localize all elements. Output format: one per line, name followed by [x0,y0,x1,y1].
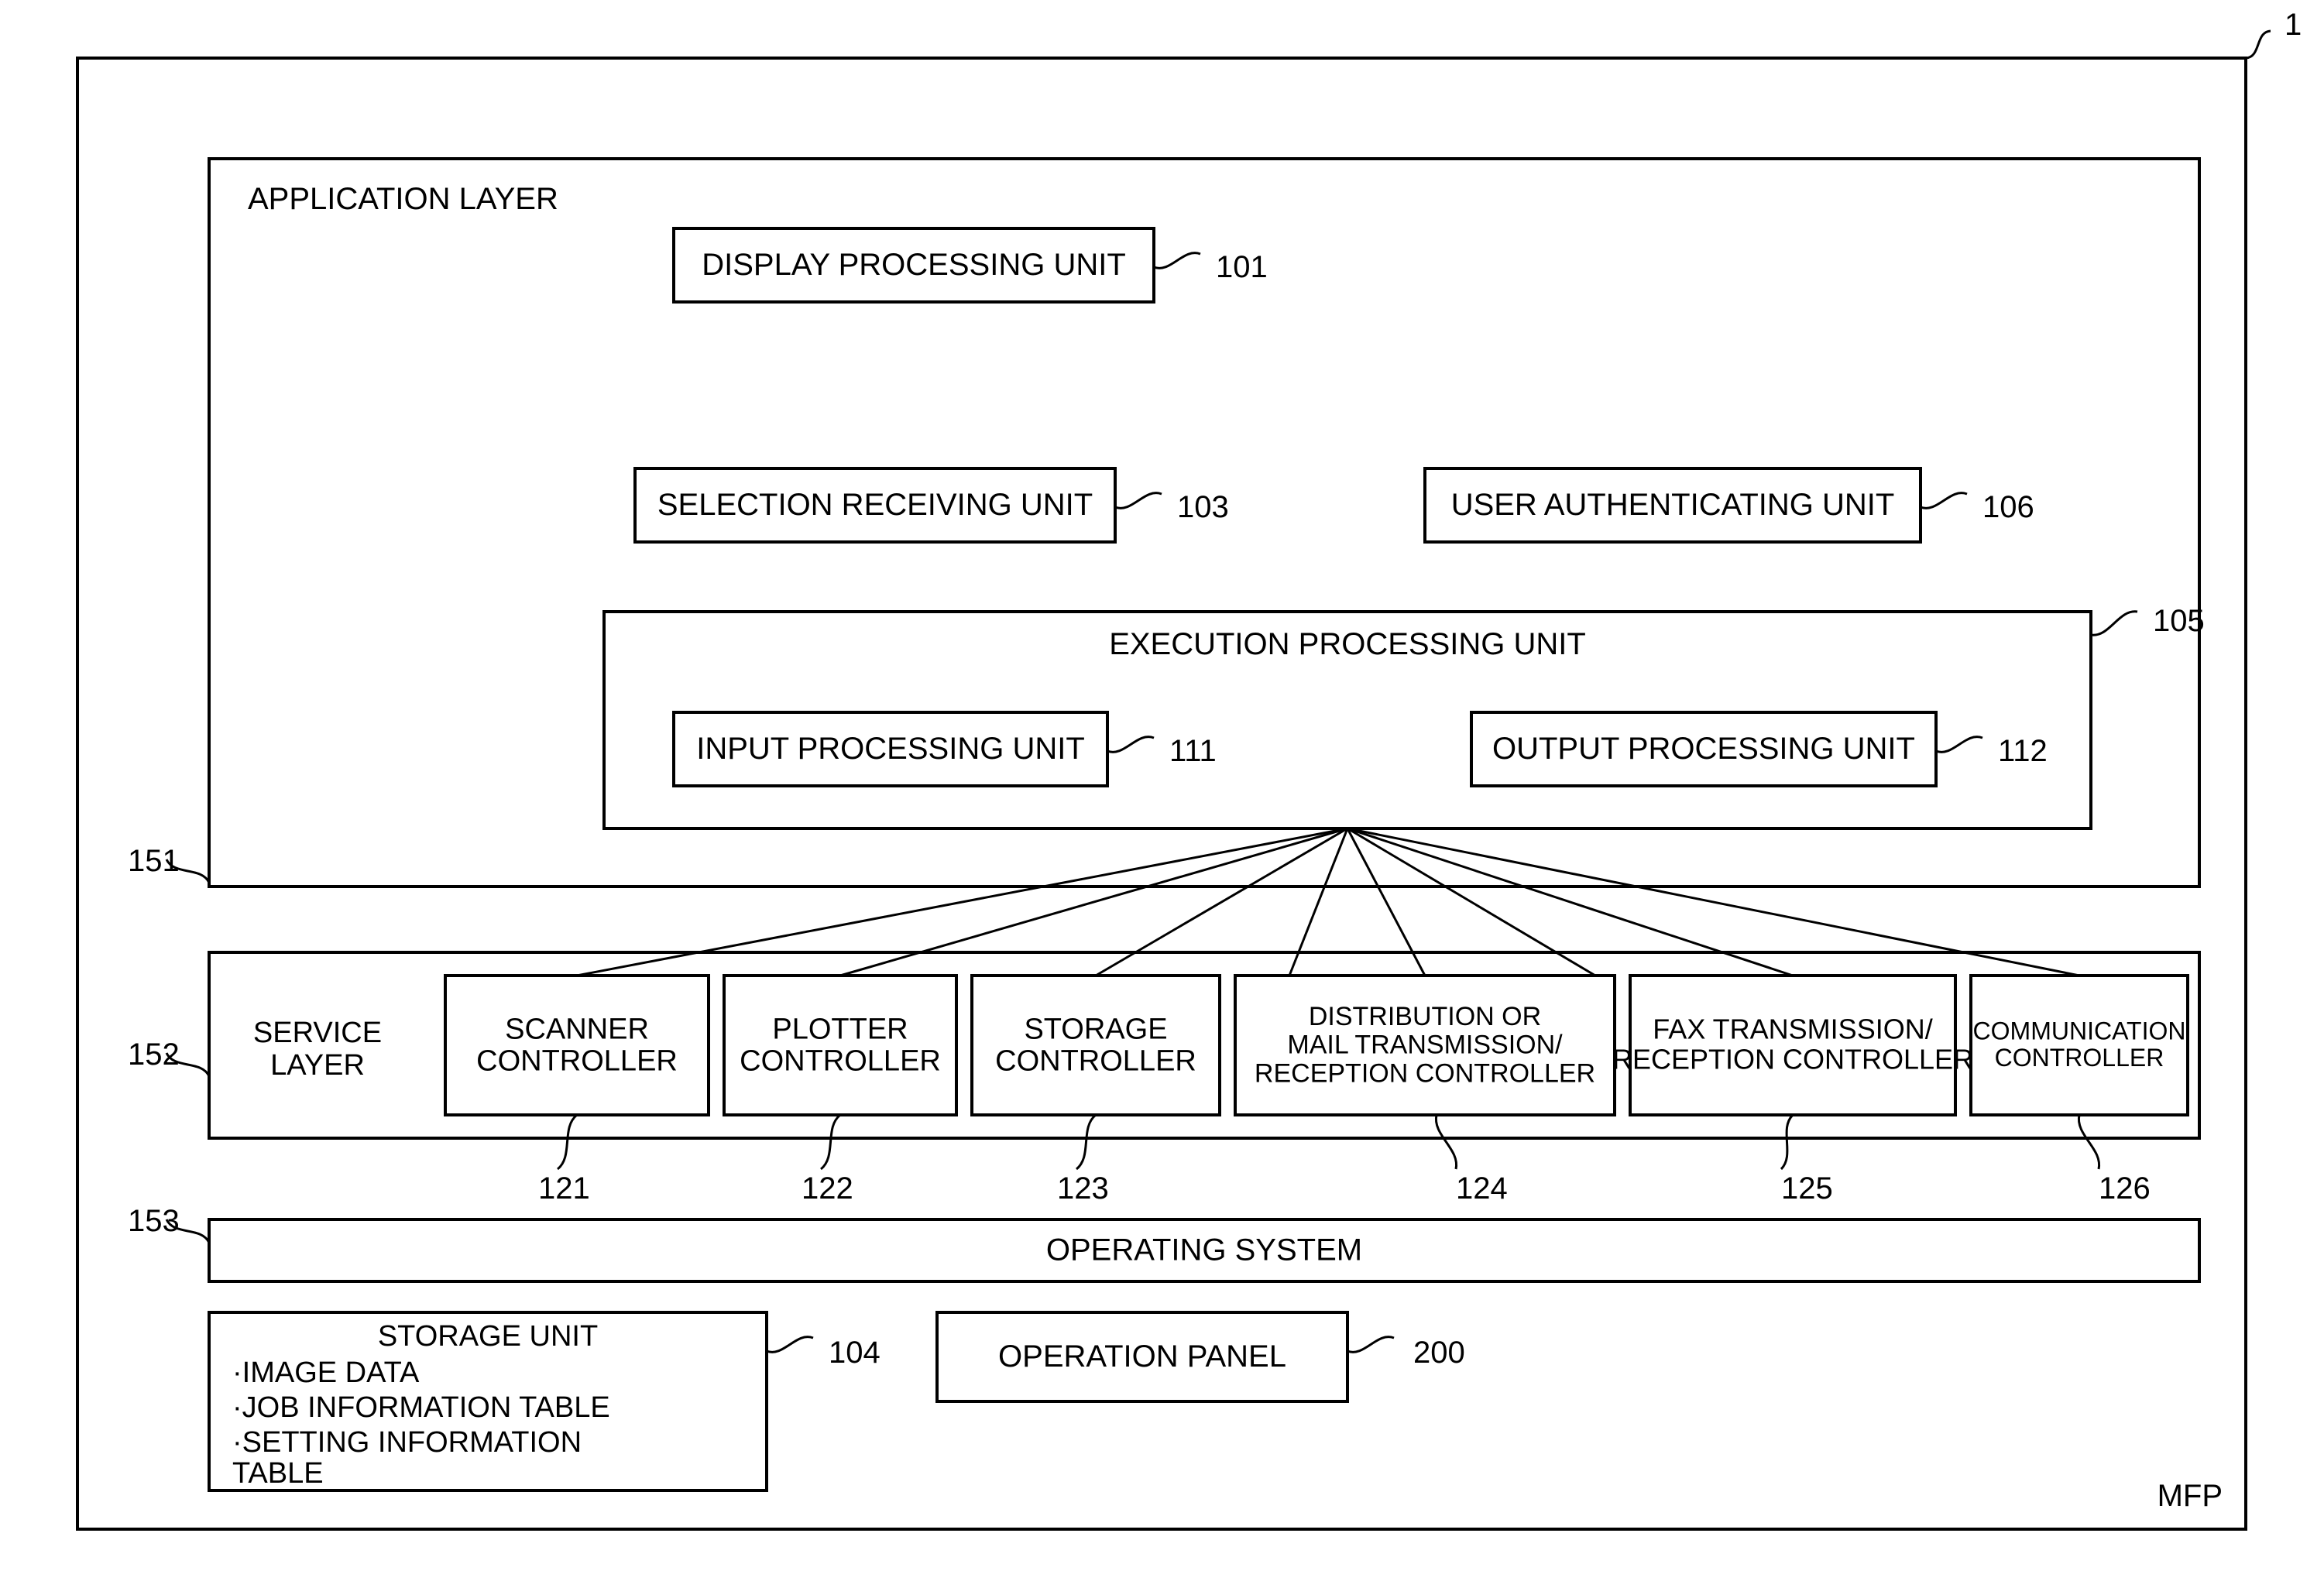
svg-text:CONTROLLER: CONTROLLER [995,1044,1196,1077]
svg-text:DISPLAY PROCESSING UNIT: DISPLAY PROCESSING UNIT [702,248,1126,282]
svg-text:123: 123 [1057,1171,1109,1206]
svg-text:125: 125 [1781,1171,1833,1206]
svg-text:·IMAGE DATA: ·IMAGE DATA [232,1356,420,1389]
svg-text:OPERATING SYSTEM: OPERATING SYSTEM [1046,1233,1362,1267]
svg-text:DISTRIBUTION OR: DISTRIBUTION OR [1309,1002,1541,1031]
svg-text:111: 111 [1169,734,1217,768]
svg-text:152: 152 [128,1038,180,1072]
svg-text:APPLICATION LAYER: APPLICATION LAYER [248,182,558,216]
svg-text:RECEPTION CONTROLLER: RECEPTION CONTROLLER [1612,1044,1973,1075]
svg-text:153: 153 [128,1204,180,1238]
svg-text:122: 122 [802,1171,853,1206]
svg-text:USER AUTHENTICATING UNIT: USER AUTHENTICATING UNIT [1451,488,1895,522]
svg-text:LAYER: LAYER [270,1049,365,1082]
svg-text:106: 106 [1982,490,2034,524]
svg-text:PLOTTER: PLOTTER [772,1013,908,1045]
svg-text:SELECTION RECEIVING UNIT: SELECTION RECEIVING UNIT [657,488,1093,522]
svg-text:SERVICE: SERVICE [253,1017,382,1049]
svg-text:MFP: MFP [2158,1479,2223,1513]
svg-text:COMMUNICATION: COMMUNICATION [1973,1017,2186,1045]
svg-text:200: 200 [1413,1336,1465,1370]
svg-text:126: 126 [2099,1171,2151,1206]
svg-text:CONTROLLER: CONTROLLER [476,1044,678,1077]
svg-text:TABLE: TABLE [232,1457,324,1490]
mfp-architecture-diagram: MFP APPLICATION LAYER DISPLAY PROCESSING U… [0,0,2324,1588]
svg-text:101: 101 [1216,250,1268,284]
svg-text:151: 151 [128,844,180,878]
svg-text:STORAGE: STORAGE [1024,1013,1167,1045]
svg-text:EXECUTION PROCESSING UNIT: EXECUTION PROCESSING UNIT [1109,627,1586,661]
svg-text:RECEPTION CONTROLLER: RECEPTION CONTROLLER [1255,1058,1595,1088]
svg-text:103: 103 [1177,490,1229,524]
svg-text:STORAGE UNIT: STORAGE UNIT [378,1320,598,1353]
svg-text:SCANNER: SCANNER [505,1013,649,1045]
svg-text:·SETTING INFORMATION: ·SETTING INFORMATION [232,1426,582,1459]
svg-text:FAX TRANSMISSION/: FAX TRANSMISSION/ [1653,1014,1932,1045]
svg-text:112: 112 [1998,734,2048,768]
svg-text:121: 121 [538,1171,590,1206]
svg-text:1: 1 [2285,8,2302,42]
svg-text:MAIL TRANSMISSION/: MAIL TRANSMISSION/ [1287,1031,1563,1060]
svg-text:OUTPUT PROCESSING UNIT: OUTPUT PROCESSING UNIT [1492,732,1915,766]
svg-text:OPERATION PANEL: OPERATION PANEL [998,1339,1286,1374]
svg-text:·JOB INFORMATION TABLE: ·JOB INFORMATION TABLE [232,1391,610,1424]
svg-text:104: 104 [829,1336,881,1370]
svg-text:124: 124 [1456,1171,1508,1206]
svg-text:CONTROLLER: CONTROLLER [1995,1044,2164,1072]
svg-text:CONTROLLER: CONTROLLER [740,1044,941,1077]
svg-text:INPUT PROCESSING UNIT: INPUT PROCESSING UNIT [696,732,1085,766]
svg-text:105: 105 [2153,604,2205,638]
